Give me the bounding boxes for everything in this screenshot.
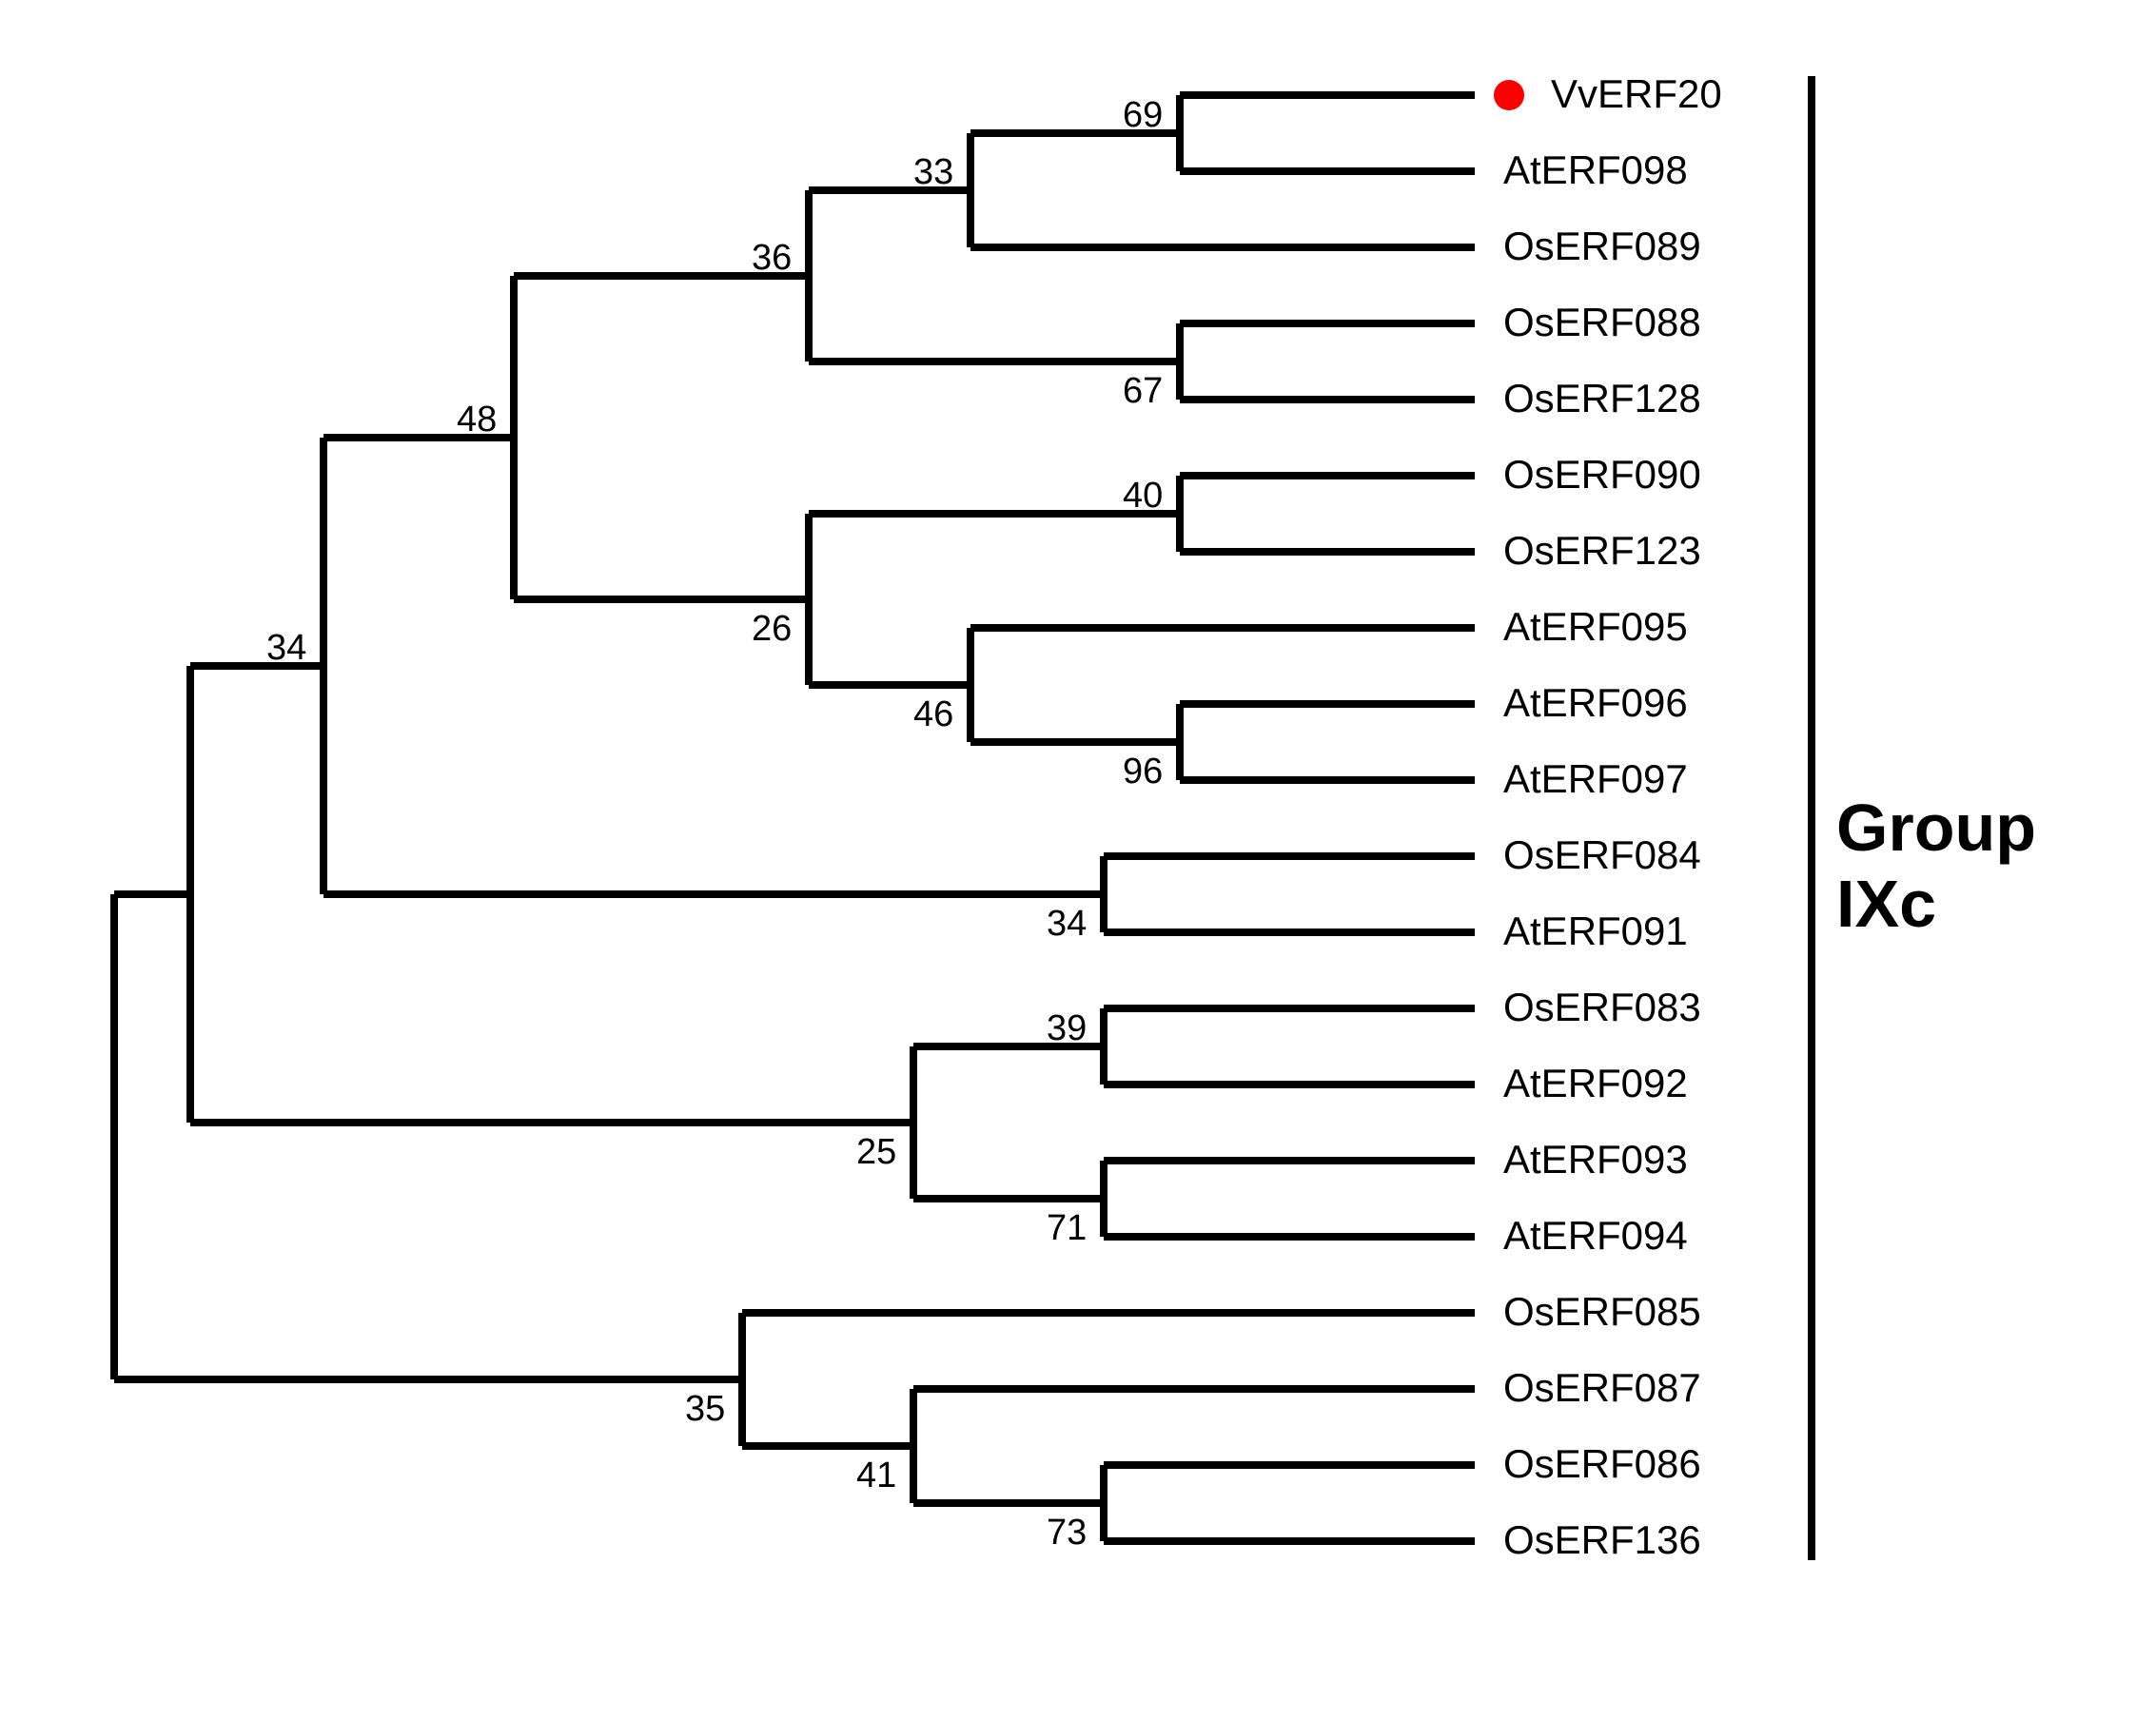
- bootstrap-value: 34: [266, 628, 306, 669]
- bootstrap-value: 36: [752, 238, 792, 279]
- leaf-label: OsERF089: [1503, 224, 1701, 269]
- leaf-label: OsERF123: [1503, 528, 1701, 574]
- bootstrap-value: 46: [913, 694, 953, 735]
- bootstrap-value: 69: [1123, 95, 1163, 136]
- leaf-label: AtERF098: [1503, 147, 1688, 193]
- leaf-label: AtERF091: [1503, 909, 1688, 954]
- bootstrap-value: 41: [856, 1456, 896, 1496]
- leaf-label: OsERF085: [1503, 1289, 1701, 1335]
- bootstrap-value: 73: [1047, 1513, 1087, 1554]
- group-bracket: [1808, 76, 1815, 1560]
- bootstrap-value: 33: [913, 152, 953, 193]
- leaf-label: AtERF096: [1503, 680, 1688, 726]
- leaf-label: OsERF088: [1503, 300, 1701, 345]
- group-label: Group IXc: [1836, 790, 2036, 942]
- bootstrap-value: 71: [1047, 1208, 1087, 1249]
- leaf-label: OsERF090: [1503, 452, 1701, 498]
- phylogenetic-tree-container: VvERF20 AtERF098 OsERF089 OsERF088 OsERF128 O…: [57, 57, 1865, 1674]
- leaf-label: AtERF092: [1503, 1061, 1688, 1106]
- bootstrap-value: 25: [856, 1132, 896, 1173]
- leaf-label: OsERF128: [1503, 376, 1701, 421]
- leaf-label: OsERF086: [1503, 1441, 1701, 1487]
- bootstrap-value: 48: [457, 400, 497, 440]
- leaf-label: AtERF097: [1503, 756, 1688, 802]
- bootstrap-value: 26: [752, 609, 792, 650]
- leaf-label: AtERF094: [1503, 1213, 1688, 1259]
- bootstrap-value: 34: [1047, 904, 1087, 945]
- leaf-label: VvERF20: [1551, 71, 1722, 117]
- bootstrap-value: 39: [1047, 1008, 1087, 1049]
- leaf-label: OsERF136: [1503, 1517, 1701, 1563]
- leaf-label: AtERF095: [1503, 604, 1688, 650]
- leaf-label: OsERF084: [1503, 832, 1701, 878]
- leaf-label: OsERF083: [1503, 985, 1701, 1030]
- bootstrap-value: 67: [1123, 371, 1163, 412]
- bootstrap-value: 96: [1123, 752, 1163, 792]
- leaf-label: OsERF087: [1503, 1365, 1701, 1411]
- bootstrap-value: 35: [685, 1389, 725, 1430]
- highlight-dot-icon: [1494, 80, 1524, 110]
- leaf-label: AtERF093: [1503, 1137, 1688, 1182]
- bootstrap-value: 40: [1123, 476, 1163, 517]
